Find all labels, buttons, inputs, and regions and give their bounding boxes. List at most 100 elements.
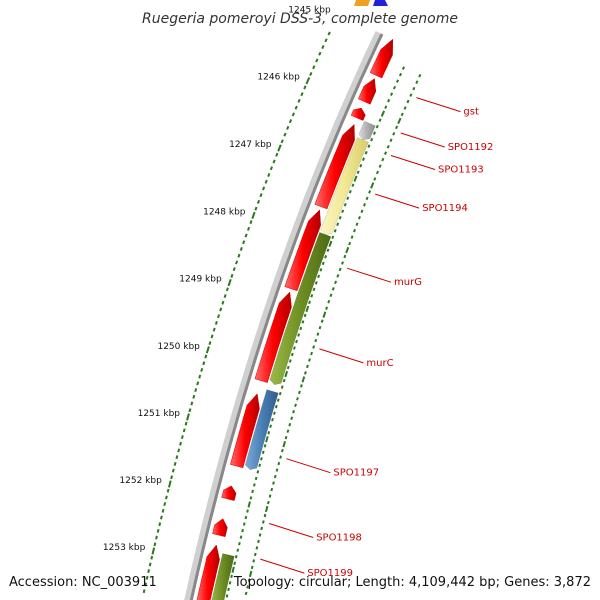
outer-tick bbox=[345, 246, 350, 254]
outer-tick bbox=[314, 338, 318, 343]
forward-gene-arrow[interactable] bbox=[369, 38, 394, 79]
gene-leader-line bbox=[319, 348, 364, 364]
inner-tick bbox=[305, 305, 310, 313]
inner-tick bbox=[297, 333, 301, 337]
ruler-minor-tick bbox=[246, 226, 251, 231]
gene-leader-line bbox=[416, 97, 461, 113]
ruler-minor-tick bbox=[150, 555, 154, 560]
topology-summary: Topology: circular; Length: 4,109,442 bp… bbox=[233, 575, 591, 590]
outer-tick bbox=[406, 99, 410, 104]
reverse-gene-arrow[interactable] bbox=[269, 232, 332, 386]
inner-tick bbox=[299, 326, 303, 331]
outer-tick bbox=[343, 254, 347, 259]
inner-tick bbox=[390, 92, 394, 96]
outer-tick bbox=[392, 132, 396, 136]
outer-tick bbox=[357, 215, 361, 220]
outer-tick bbox=[279, 455, 282, 459]
ruler-minor-tick bbox=[194, 388, 198, 393]
ruler-minor-tick bbox=[327, 31, 331, 36]
outer-tick bbox=[322, 311, 327, 318]
outer-tick bbox=[272, 481, 275, 485]
inner-tick bbox=[372, 131, 376, 135]
gene-label[interactable]: gst bbox=[463, 107, 479, 118]
forward-gene-arrow[interactable] bbox=[314, 123, 355, 210]
inner-tick bbox=[378, 118, 382, 122]
ruler-minor-tick bbox=[159, 515, 163, 520]
outer-tick bbox=[253, 552, 257, 557]
forward-gene-arrow[interactable] bbox=[357, 78, 377, 105]
ruler-minor-tick bbox=[153, 542, 157, 547]
outer-tick bbox=[318, 325, 322, 330]
genome-backbone bbox=[189, 33, 384, 600]
inner-tick bbox=[231, 566, 235, 573]
gene-label[interactable]: SPO1192 bbox=[448, 142, 494, 153]
ruler-minor-tick bbox=[158, 522, 162, 527]
outer-tick bbox=[288, 423, 292, 427]
outer-tick bbox=[338, 267, 342, 272]
inner-tick bbox=[401, 66, 406, 70]
forward-gene-arrow[interactable] bbox=[350, 107, 366, 121]
ruler-minor-tick bbox=[171, 468, 175, 473]
reverse-gene-arrow[interactable] bbox=[320, 137, 369, 235]
reverse-gene-arrow[interactable] bbox=[358, 120, 376, 141]
outer-tick bbox=[300, 384, 303, 388]
gene-label[interactable]: SPO1199 bbox=[307, 568, 353, 579]
ruler-minor-tick bbox=[318, 51, 322, 56]
ruler-minor-tick bbox=[148, 562, 152, 567]
forward-gene-arrow[interactable] bbox=[254, 291, 292, 383]
inner-tick bbox=[254, 476, 258, 481]
outer-tick bbox=[350, 235, 354, 239]
ruler-minor-tick bbox=[235, 260, 239, 265]
inner-tick bbox=[314, 281, 318, 285]
ruler-minor-tick bbox=[188, 408, 192, 413]
ruler-major-tick bbox=[186, 413, 190, 421]
outer-tick bbox=[282, 441, 286, 448]
gene-label[interactable]: murC bbox=[366, 358, 393, 369]
reverse-gene-arrow[interactable] bbox=[244, 389, 279, 471]
inner-tick bbox=[380, 110, 386, 117]
ruler-minor-tick bbox=[280, 139, 284, 144]
gene-leader-line bbox=[286, 458, 331, 474]
forward-gene-arrow[interactable] bbox=[196, 544, 220, 600]
inner-tick bbox=[278, 391, 282, 396]
outer-tick bbox=[368, 190, 372, 194]
outer-tick bbox=[418, 73, 422, 78]
inner-tick bbox=[364, 150, 368, 155]
reverse-gene-arrow[interactable] bbox=[211, 553, 235, 600]
forward-gene-arrow[interactable] bbox=[284, 209, 321, 292]
outer-tick bbox=[373, 177, 377, 181]
inner-tick bbox=[333, 229, 337, 233]
outer-tick bbox=[415, 80, 419, 84]
inner-tick bbox=[359, 163, 363, 168]
ruler-minor-tick bbox=[170, 475, 173, 480]
inner-tick bbox=[239, 535, 243, 539]
inner-tick bbox=[375, 124, 379, 129]
inner-tick bbox=[246, 509, 249, 513]
inner-tick bbox=[367, 144, 371, 148]
ruler-minor-tick bbox=[217, 314, 221, 319]
gene-label[interactable]: SPO1198 bbox=[316, 533, 362, 544]
gene-label[interactable]: SPO1193 bbox=[438, 165, 484, 176]
ruler-label: 1245 kbp bbox=[288, 5, 331, 15]
inner-tick bbox=[286, 365, 290, 370]
ruler-minor-tick bbox=[291, 112, 295, 117]
outer-tick bbox=[384, 151, 388, 155]
ruler-minor-tick bbox=[163, 502, 167, 507]
outer-tick bbox=[360, 209, 364, 214]
ruler-minor-tick bbox=[230, 273, 234, 278]
inner-tick bbox=[234, 555, 238, 559]
gene-label[interactable]: SPO1194 bbox=[422, 203, 468, 214]
outer-tick bbox=[247, 578, 251, 583]
outer-tick bbox=[258, 533, 262, 537]
ruler-minor-tick bbox=[294, 105, 298, 110]
ruler-minor-tick bbox=[190, 401, 194, 406]
gene-leader-line bbox=[400, 132, 445, 148]
forward-gene-arrow[interactable] bbox=[212, 518, 228, 537]
ruler-minor-tick bbox=[161, 508, 165, 513]
forward-gene-arrow[interactable] bbox=[221, 485, 237, 501]
forward-gene-arrow[interactable] bbox=[230, 393, 260, 469]
gene-label[interactable]: murG bbox=[394, 277, 422, 288]
gene-label[interactable]: SPO1197 bbox=[333, 468, 379, 479]
outer-tick bbox=[257, 539, 260, 544]
